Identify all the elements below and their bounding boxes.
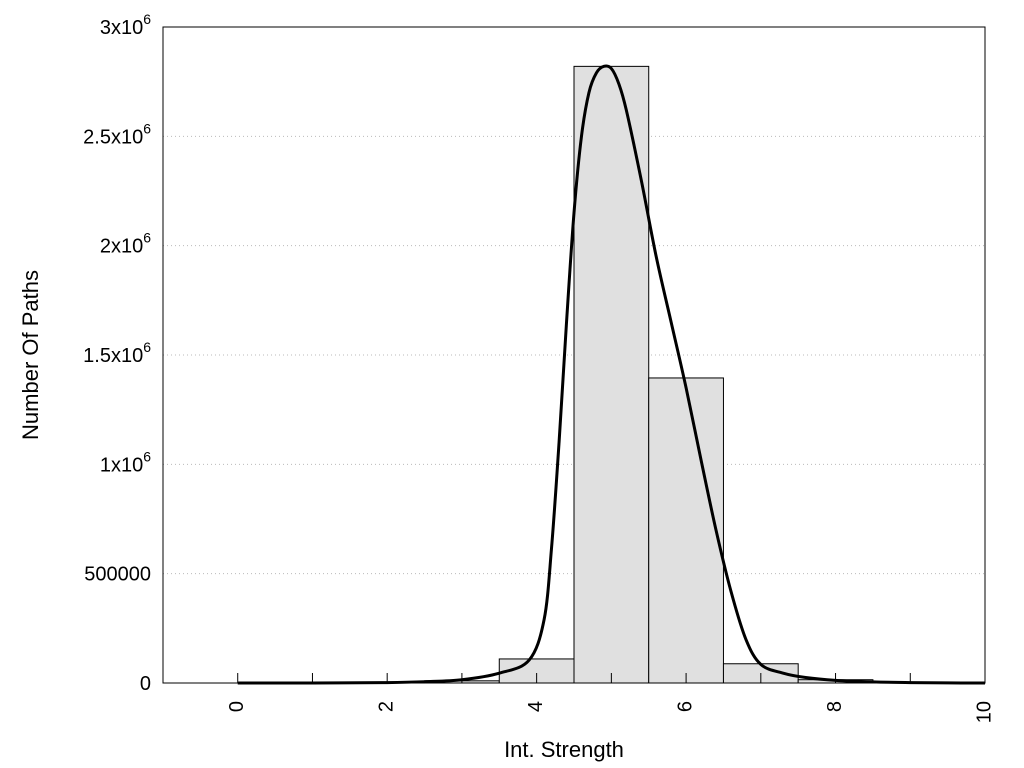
- y-tick-base: 3x10: [100, 17, 143, 39]
- histogram-bar: [573, 65, 650, 684]
- y-tick-label: 2.5x106: [83, 120, 151, 148]
- y-tick-base: 1x10: [100, 454, 143, 476]
- y-tick-base: 1.5x10: [83, 345, 143, 367]
- x-tick-label: 4: [525, 701, 547, 712]
- x-tick-label: 2: [375, 701, 397, 712]
- y-tick-label: 2x106: [100, 230, 151, 258]
- histogram-bars: [199, 65, 986, 684]
- plot-frame: [162, 26, 986, 684]
- histogram-bar: [648, 377, 724, 684]
- y-tick-exponent: 6: [143, 448, 151, 464]
- y-tick-label: 500000: [84, 564, 151, 586]
- y-tick-exponent: 6: [143, 120, 151, 136]
- y-tick-label: 1x106: [100, 448, 151, 476]
- y-tick-exponent: 6: [143, 230, 151, 246]
- x-axis-ticks: 0 2 4 6 8 10: [226, 673, 995, 723]
- y-tick-exponent: 6: [143, 11, 151, 27]
- y-tick-base: 2x10: [100, 236, 143, 258]
- fit-curve: [237, 64, 986, 685]
- y-axis-title: Number Of Paths: [18, 270, 43, 440]
- y-tick-label: 0: [140, 673, 151, 695]
- fit-curve-layer: [237, 64, 986, 685]
- y-tick-exponent: 6: [143, 339, 151, 355]
- x-tick-label: 10: [973, 701, 995, 723]
- y-tick-base: 2.5x10: [83, 126, 143, 148]
- y-tick-label: 3x106: [100, 11, 151, 39]
- y-tick-base: 500000: [84, 564, 151, 586]
- gridlines: [163, 135, 985, 575]
- x-axis-title: Int. Strength: [504, 737, 624, 762]
- x-tick-label: 8: [824, 701, 846, 712]
- y-tick-label: 1.5x106: [83, 339, 151, 367]
- x-tick-label: 0: [226, 701, 248, 712]
- x-tick-label: 6: [674, 701, 696, 712]
- y-tick-base: 0: [140, 673, 151, 695]
